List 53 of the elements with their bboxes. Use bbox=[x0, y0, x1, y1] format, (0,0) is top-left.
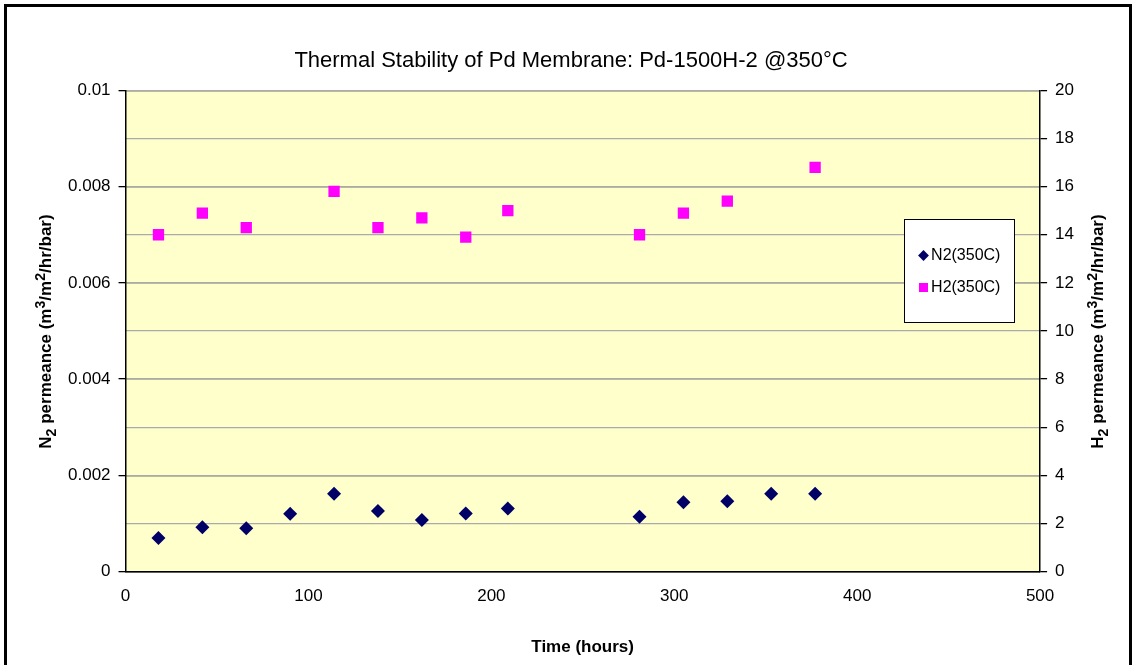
x-tick-label: 200 bbox=[477, 586, 506, 606]
point bbox=[152, 229, 165, 241]
point bbox=[327, 486, 342, 501]
point bbox=[460, 231, 472, 243]
x-axis-title: Time (hours) bbox=[531, 636, 634, 657]
y2-tick-label: 10 bbox=[1055, 320, 1075, 340]
point bbox=[240, 221, 252, 234]
point bbox=[808, 486, 823, 501]
y-tick-label: 0.002 bbox=[67, 465, 111, 485]
point bbox=[196, 207, 209, 219]
point bbox=[370, 503, 385, 518]
point bbox=[195, 520, 210, 535]
y2-tick-label: 20 bbox=[1055, 80, 1075, 100]
y-tick-label: 0.01 bbox=[77, 80, 111, 100]
y2-tick-label: 8 bbox=[1055, 368, 1065, 388]
y2-tick-label: 14 bbox=[1055, 224, 1075, 244]
point bbox=[721, 195, 733, 207]
x-tick-label: 100 bbox=[294, 586, 323, 606]
y2-tick-label: 0 bbox=[1055, 561, 1065, 581]
point bbox=[720, 494, 735, 509]
point bbox=[239, 521, 254, 536]
y-tick-label: 0.004 bbox=[67, 368, 111, 388]
y2-tick-label: 6 bbox=[1055, 416, 1065, 436]
point bbox=[633, 229, 646, 241]
y2-tick-label: 16 bbox=[1055, 176, 1075, 196]
x-tick-label: 300 bbox=[660, 586, 689, 606]
point bbox=[416, 212, 428, 224]
point bbox=[764, 486, 779, 501]
point bbox=[632, 509, 647, 524]
y-tick-label: 0.008 bbox=[67, 176, 111, 196]
point bbox=[328, 185, 340, 198]
x-tick-label: 0 bbox=[120, 586, 131, 606]
chart-title: Thermal Stability of Pd Membrane: Pd-1500H-2 @350°C bbox=[294, 47, 848, 73]
x-tick-label: 400 bbox=[842, 586, 872, 606]
point bbox=[677, 207, 690, 219]
y-tick-label: 0.006 bbox=[67, 272, 111, 292]
point bbox=[151, 530, 166, 545]
y-tick-label: 0 bbox=[101, 561, 111, 581]
legend-label: N2(350C) bbox=[931, 246, 1001, 264]
point bbox=[502, 205, 514, 217]
y2-tick-label: 18 bbox=[1055, 128, 1075, 148]
point bbox=[458, 506, 473, 521]
point bbox=[414, 513, 429, 528]
point bbox=[283, 506, 298, 521]
point bbox=[676, 495, 691, 510]
point bbox=[500, 501, 515, 516]
legend-label: H2(350C) bbox=[931, 278, 1001, 296]
y2-tick-label: 12 bbox=[1055, 272, 1075, 292]
y2-tick-label: 4 bbox=[1055, 465, 1065, 485]
x-tick-label: 500 bbox=[1025, 586, 1055, 606]
y2-tick-label: 2 bbox=[1055, 513, 1065, 533]
point bbox=[372, 221, 384, 234]
point bbox=[809, 161, 821, 174]
